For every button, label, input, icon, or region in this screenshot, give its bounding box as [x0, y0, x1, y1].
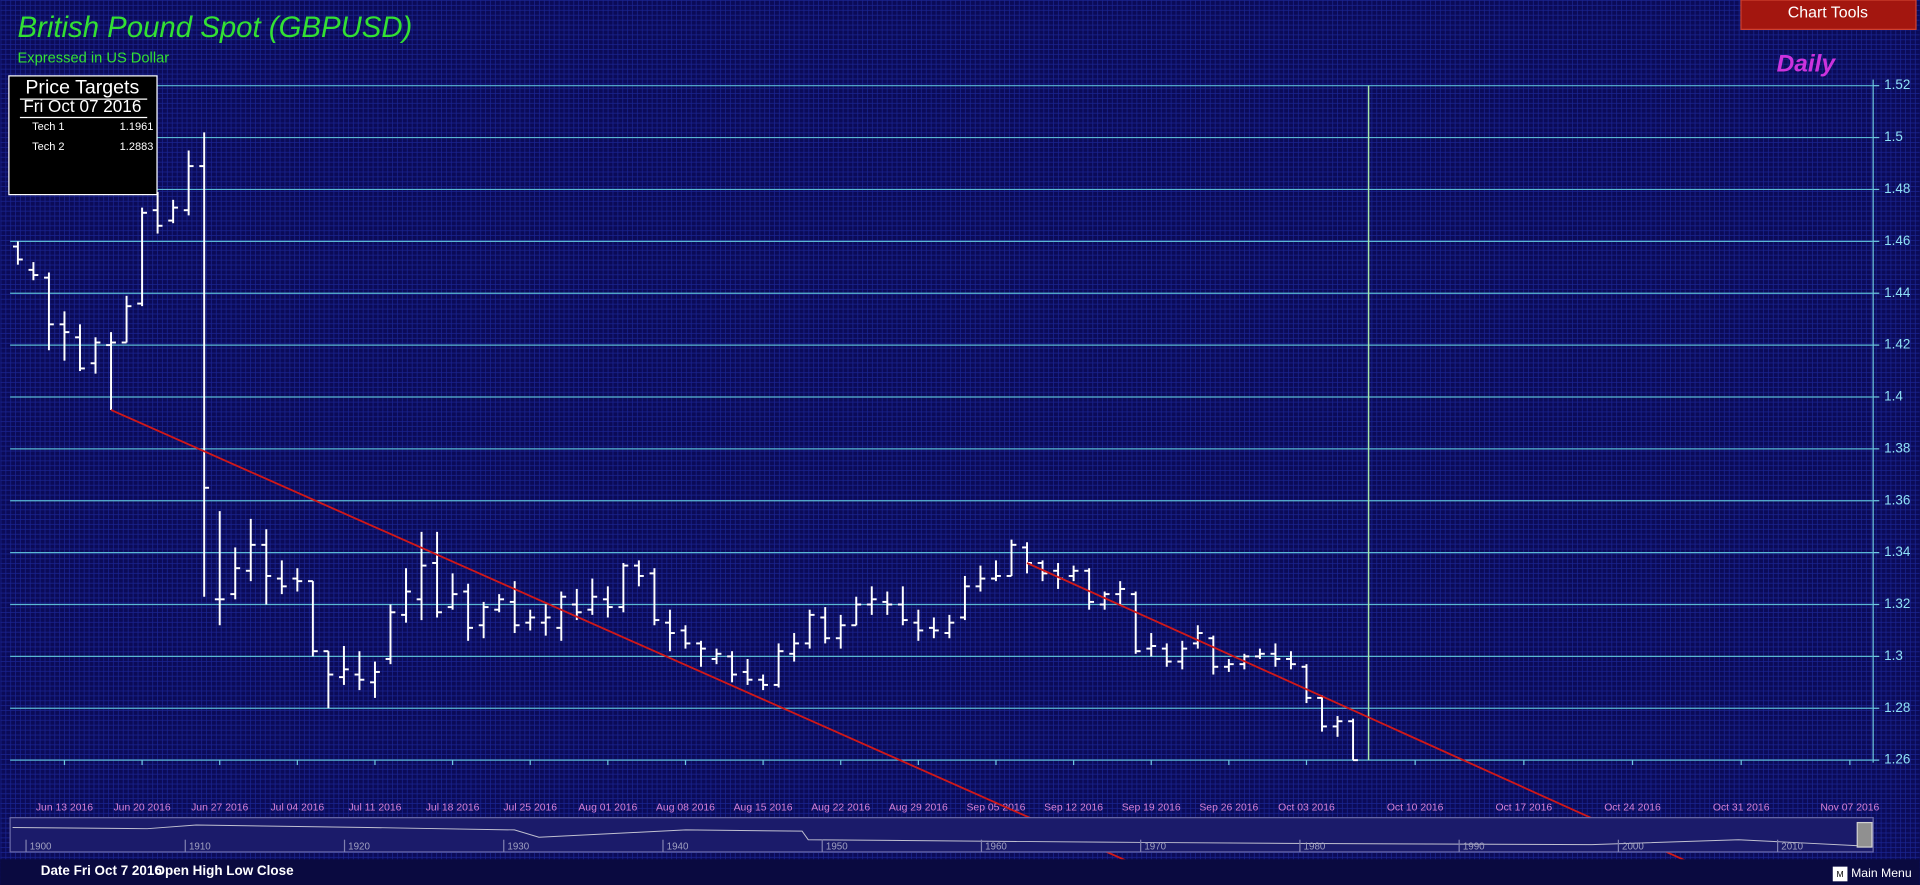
x-tick-label: Oct 17 2016	[1496, 803, 1553, 814]
x-tick-label: Sep 12 2016	[1044, 803, 1103, 814]
y-tick-label: 1.3	[1884, 648, 1903, 663]
main-menu[interactable]: M Main Menu	[1832, 866, 1912, 882]
navigator-tick-label: 1940	[667, 842, 689, 853]
x-tick-label: Jul 25 2016	[503, 803, 557, 814]
status-fields: Open High Low Close	[155, 863, 295, 878]
chart-title: British Pound Spot (GBPUSD)	[17, 11, 412, 44]
y-tick-label: 1.5	[1884, 129, 1903, 144]
x-tick-label: Oct 03 2016	[1278, 803, 1335, 814]
targets-box	[8, 75, 158, 196]
navigator-tick-label: 1910	[189, 842, 211, 853]
x-tick-label: Aug 29 2016	[889, 803, 948, 814]
plot: 1.26 1.28 1.3 1.32 1.34 1.36 1.38 1.4 1.42 1.44 1.…	[10, 77, 1911, 873]
target-value: 1.1961	[120, 121, 154, 133]
targets-date: Fri Oct 07 2016	[23, 96, 141, 116]
x-tick-label: Oct 10 2016	[1387, 803, 1444, 814]
navigator-tick-label: 1990	[1463, 842, 1485, 853]
x-tick-label: Aug 08 2016	[656, 803, 715, 814]
navigator-tick-label: 1900	[30, 842, 52, 853]
navigator-tick-label: 1980	[1304, 842, 1326, 853]
status-bar	[0, 859, 1920, 885]
target-name: Tech 2	[32, 141, 64, 153]
status-date: Date Fri Oct 7 2016	[41, 863, 162, 878]
y-tick-label: 1.34	[1884, 544, 1911, 559]
y-tick-label: 1.44	[1884, 285, 1911, 300]
navigator-tick-label: 2000	[1622, 842, 1644, 853]
navigator-tick-label: 1960	[985, 842, 1007, 853]
y-tick-label: 1.48	[1884, 181, 1910, 196]
button-label[interactable]: Chart Tools	[1788, 5, 1868, 22]
navigator-handle[interactable]	[1856, 821, 1873, 848]
x-tick-label: Aug 15 2016	[734, 803, 793, 814]
x-tick-label: Nov 07 2016	[1820, 803, 1879, 814]
x-tick-label: Jul 11 2016	[348, 803, 401, 814]
y-tick-label: 1.32	[1884, 596, 1910, 611]
menu-icon[interactable]	[1832, 866, 1848, 882]
navigator-tick-label: 1950	[826, 842, 848, 853]
navigator[interactable]	[9, 817, 1874, 853]
navigator-line	[12, 824, 1861, 847]
x-tick-label: Sep 26 2016	[1199, 803, 1258, 814]
y-tick-label: 1.38	[1884, 440, 1910, 455]
navigator-tick-label: 2010	[1781, 842, 1803, 853]
period-label: Daily	[1777, 50, 1837, 77]
y-tick-label: 1.4	[1884, 389, 1903, 404]
price-targets: Price Targets Fri Oct 07 2016 Tech 1 1.1…	[8, 75, 158, 196]
y-tick-label: 1.28	[1884, 700, 1910, 715]
chart-tools-button[interactable]: Chart Tools	[1740, 0, 1917, 30]
x-tick-label: Aug 22 2016	[811, 803, 870, 814]
y-tick-label: 1.52	[1884, 77, 1910, 92]
x-tick-label: Jun 27 2016	[191, 803, 248, 814]
navigator-tick-label: 1930	[507, 842, 529, 853]
x-tick-label: Aug 01 2016	[578, 803, 637, 814]
menu-label[interactable]: Main Menu	[1851, 866, 1912, 880]
y-tick-label: 1.46	[1884, 233, 1910, 248]
button-bg[interactable]	[1740, 0, 1917, 30]
x-tick-label: Jun 20 2016	[113, 803, 170, 814]
x-tick-label: Jul 18 2016	[426, 803, 480, 814]
trend-line	[110, 409, 1152, 873]
targets-title: Price Targets	[25, 76, 139, 98]
menu-icon-label[interactable]: M	[1837, 869, 1844, 879]
chart-subtitle: Expressed in US Dollar	[17, 51, 169, 67]
x-tick-label: Jul 04 2016	[270, 803, 324, 814]
target-name: Tech 1	[32, 121, 64, 133]
x-tick-label: Oct 31 2016	[1713, 803, 1770, 814]
x-tick-label: Sep 05 2016	[967, 803, 1026, 814]
x-tick-label: Jun 13 2016	[36, 803, 93, 814]
y-tick-label: 1.26	[1884, 752, 1910, 767]
x-tick-label: Sep 19 2016	[1122, 803, 1181, 814]
navigator-axis: 1900 1910 1920 1930 1940 1950 1960 1970 1980 1990…	[25, 839, 1804, 853]
navigator-tick-label: 1920	[348, 842, 370, 853]
target-value: 1.2883	[120, 141, 154, 153]
navigator-tick-label: 1970	[1144, 842, 1166, 853]
y-tick-label: 1.42	[1884, 337, 1910, 352]
y-tick-label: 1.36	[1884, 492, 1910, 507]
x-tick-label: Oct 24 2016	[1604, 803, 1661, 814]
